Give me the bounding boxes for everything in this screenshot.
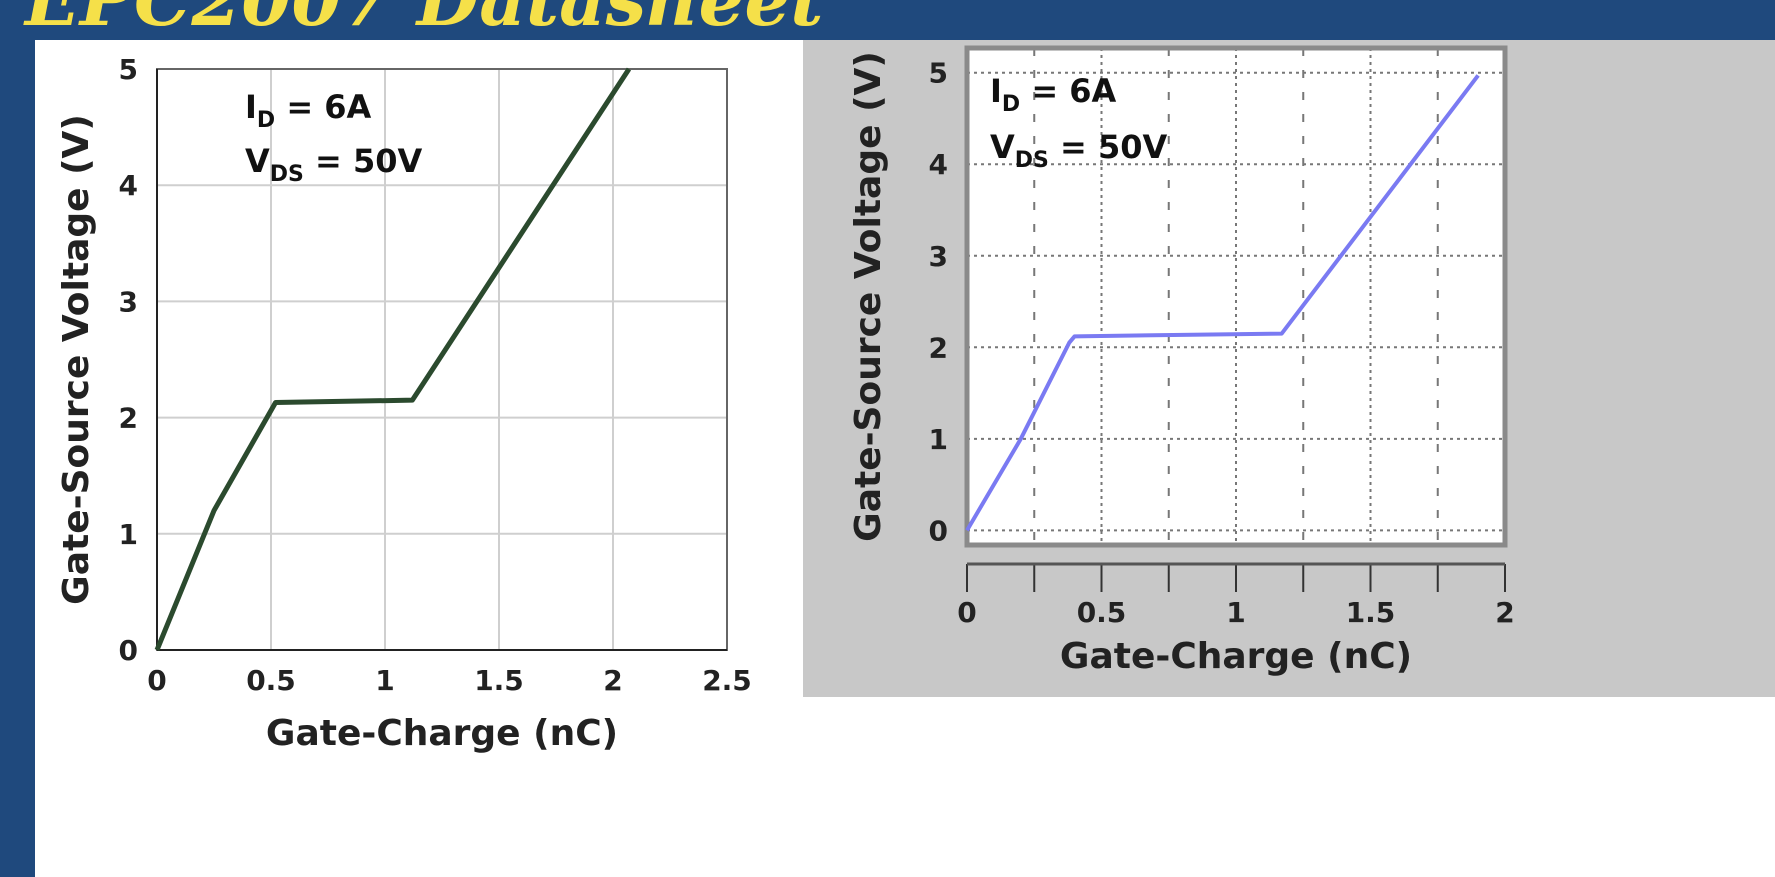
- x-tick-label: 1: [1226, 596, 1245, 629]
- x-tick-label: 0: [147, 664, 166, 697]
- x-tick-label: 0: [957, 596, 976, 629]
- annotation-subscript: D: [1002, 92, 1020, 117]
- x-tick-label: 0.5: [1077, 596, 1127, 629]
- y-tick-label: 3: [119, 285, 138, 318]
- plot-area: [157, 69, 727, 650]
- annotation-subscript: DS: [270, 162, 304, 187]
- y-axis-label: Gate-Source Voltage (V): [56, 114, 97, 605]
- annotation-rest: = 6A: [1020, 72, 1116, 110]
- y-tick-label: 4: [119, 169, 138, 202]
- annotation-main: I: [990, 72, 1002, 110]
- x-tick-label: 2.5: [702, 664, 752, 697]
- slide: EPC2007 Datasheet 01234500.511.522.5ID =…: [0, 0, 1775, 877]
- x-axis-label: Gate-Charge (nC): [1060, 636, 1412, 677]
- x-tick-label: 2: [603, 664, 622, 697]
- y-tick-label: 3: [929, 240, 948, 273]
- y-tick-label: 2: [929, 331, 948, 364]
- annotation-subscript: DS: [1015, 148, 1049, 173]
- x-tick-label: 1: [375, 664, 394, 697]
- annotation-rest: = 50V: [304, 142, 423, 180]
- slide-title: EPC2007 Datasheet: [23, 0, 824, 42]
- y-tick-label: 5: [929, 57, 948, 90]
- y-tick-label: 4: [929, 148, 948, 181]
- x-tick-label: 1.5: [1346, 596, 1396, 629]
- annotation-main: I: [245, 88, 257, 126]
- y-tick-label: 2: [119, 402, 138, 435]
- annotation-rest: = 50V: [1049, 128, 1168, 166]
- y-tick-label: 5: [119, 53, 138, 86]
- y-tick-label: 0: [929, 514, 948, 547]
- annotation-main: V: [990, 128, 1015, 166]
- y-tick-label: 0: [119, 634, 138, 667]
- x-axis-label: Gate-Charge (nC): [266, 713, 618, 754]
- x-tick-label: 1.5: [474, 664, 524, 697]
- annotation-rest: = 6A: [275, 88, 371, 126]
- y-tick-label: 1: [929, 423, 948, 456]
- y-axis-label: Gate-Source Voltage (V): [848, 51, 889, 542]
- page: EPC2007 Datasheet 01234500.511.522.5ID =…: [0, 0, 1775, 877]
- x-tick-label: 2: [1495, 596, 1514, 629]
- x-tick-label: 0.5: [246, 664, 296, 697]
- annotation-main: V: [245, 142, 270, 180]
- annotation-subscript: D: [257, 108, 275, 133]
- y-tick-label: 1: [119, 518, 138, 551]
